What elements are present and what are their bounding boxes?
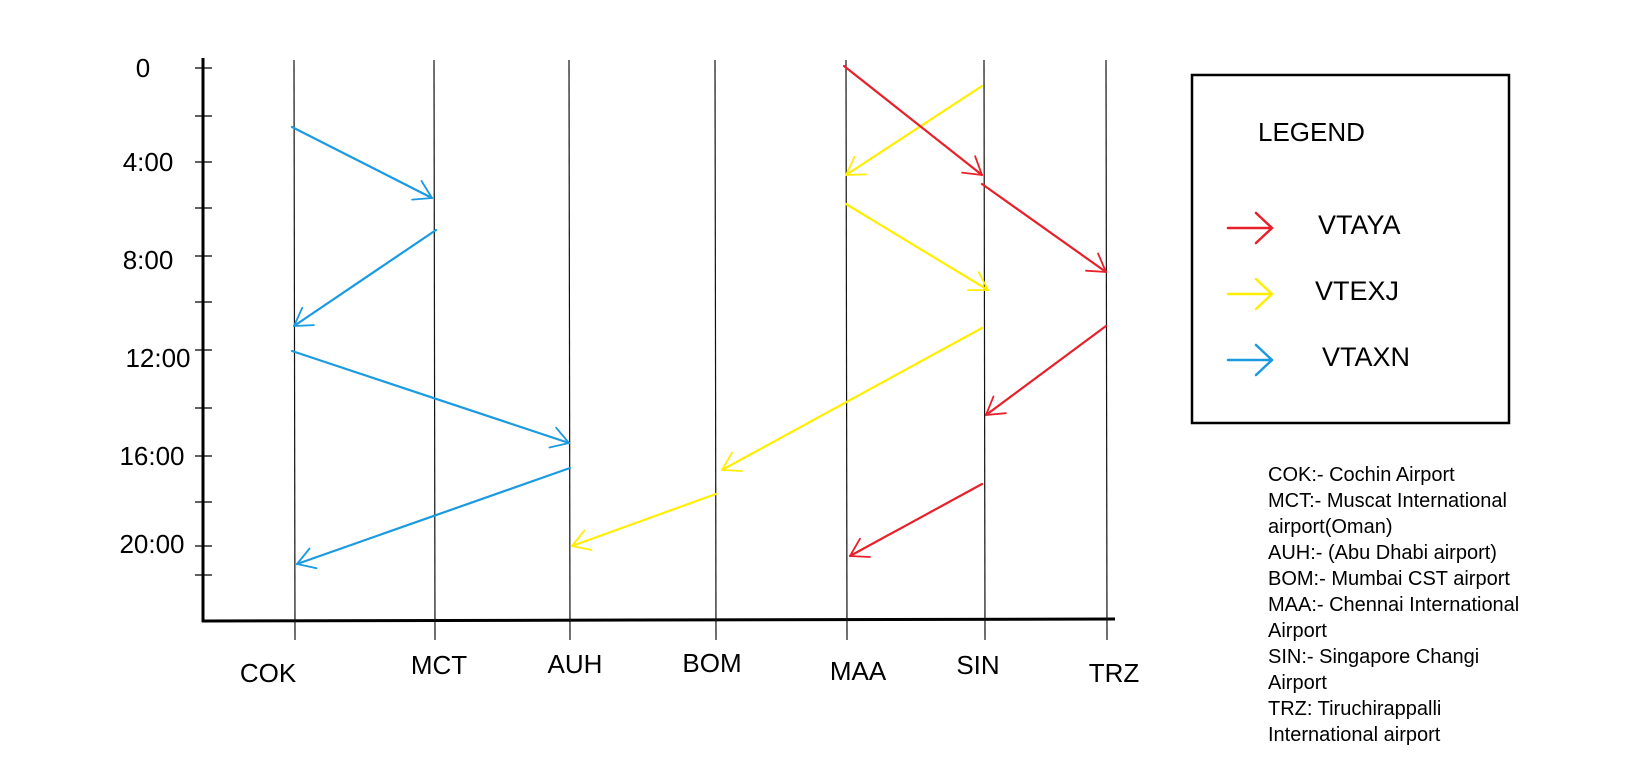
legend: LEGEND VTAYA VTEXJ VTAXN [1190,73,1511,425]
airport-axis-line [201,617,1116,623]
airport-key-line: MCT:- Muscat International [1268,490,1507,512]
airport-label-auh: AUH [548,649,603,679]
flight-arrow-vtexj [570,492,718,551]
legend-item-vtexj: VTEXJ [1226,276,1399,311]
flight-arrow-vtaya [848,482,984,558]
airport-label-bom: BOM [682,648,741,678]
airport-key-line: BOM:- Mumbai CST airport [1268,568,1510,590]
time-tick-label: 20:00 [119,529,184,559]
airport-key-line: International airport [1268,724,1441,746]
legend-label: VTAXN [1322,342,1410,372]
flight-arrow-vtaya [984,324,1108,417]
airport-key-line: COK:- Cochin Airport [1268,464,1455,486]
airport-label-trz: TRZ [1089,658,1140,688]
airport-key-line: Airport [1268,620,1327,642]
timeline-sin [983,59,986,641]
airport-key-line: MAA:- Chennai International [1268,594,1520,616]
flight-arrow-vtexj [844,84,984,177]
timeline-mct [433,59,436,641]
timeline-auh [568,59,571,641]
time-tick-label: 0 [136,53,150,83]
legend-box [1190,73,1511,425]
flight-arrow-vtexj [844,202,990,292]
timeline-cok [293,59,296,641]
time-tick-label: 16:00 [119,441,184,471]
flight-arrow-vtexj [720,326,984,472]
flight-arrow-vtaya [842,64,984,177]
airport-key-line: airport(Oman) [1268,516,1393,538]
axes [195,58,1116,623]
airport-key-line: Airport [1268,672,1327,694]
flight-arrow-vtaxn [295,466,572,570]
legend-arrowhead-icon [1254,277,1274,311]
airport-label-cok: COK [240,658,297,688]
legend-arrowhead-icon [1254,211,1274,245]
airport-key-line: AUH:- (Abu Dhabi airport) [1268,542,1497,564]
flight-arrow-vtaxn [290,349,571,449]
airport-key: COK:- Cochin Airport MCT:- Muscat Interna… [1268,462,1608,748]
time-tick-label: 4:00 [123,147,174,177]
airport-label-sin: SIN [956,650,999,680]
legend-item-vtaya: VTAYA [1226,210,1401,245]
time-tick-label: 12:00 [125,343,190,373]
flight-arrows [290,64,1108,570]
legend-arrowhead-icon [1254,343,1274,377]
time-axis-labels: 0 4:00 8:00 12:00 16:00 20:00 [119,53,190,559]
time-tick-label: 8:00 [123,245,174,275]
flight-arrow-vtaxn [292,228,438,328]
airport-key-line: TRZ: Tiruchirappalli [1268,698,1442,720]
timeline-trz [1105,59,1108,641]
airport-timelines [293,59,1108,641]
flight-arrow-vtaya [980,182,1108,274]
airport-label-mct: MCT [411,650,467,680]
timeline-bom [714,59,717,641]
airport-axis-labels: COK MCT AUH BOM MAA SIN TRZ [240,648,1140,688]
legend-item-vtaxn: VTAXN [1226,342,1410,377]
timeline-maa [845,59,848,641]
legend-label: VTEXJ [1315,276,1399,306]
legend-label: VTAYA [1318,210,1401,240]
airport-key-line: SIN:- Singapore Changi [1268,646,1480,668]
legend-title: LEGEND [1258,117,1365,147]
airport-label-maa: MAA [830,656,887,686]
flight-arrow-vtaxn [290,125,434,201]
